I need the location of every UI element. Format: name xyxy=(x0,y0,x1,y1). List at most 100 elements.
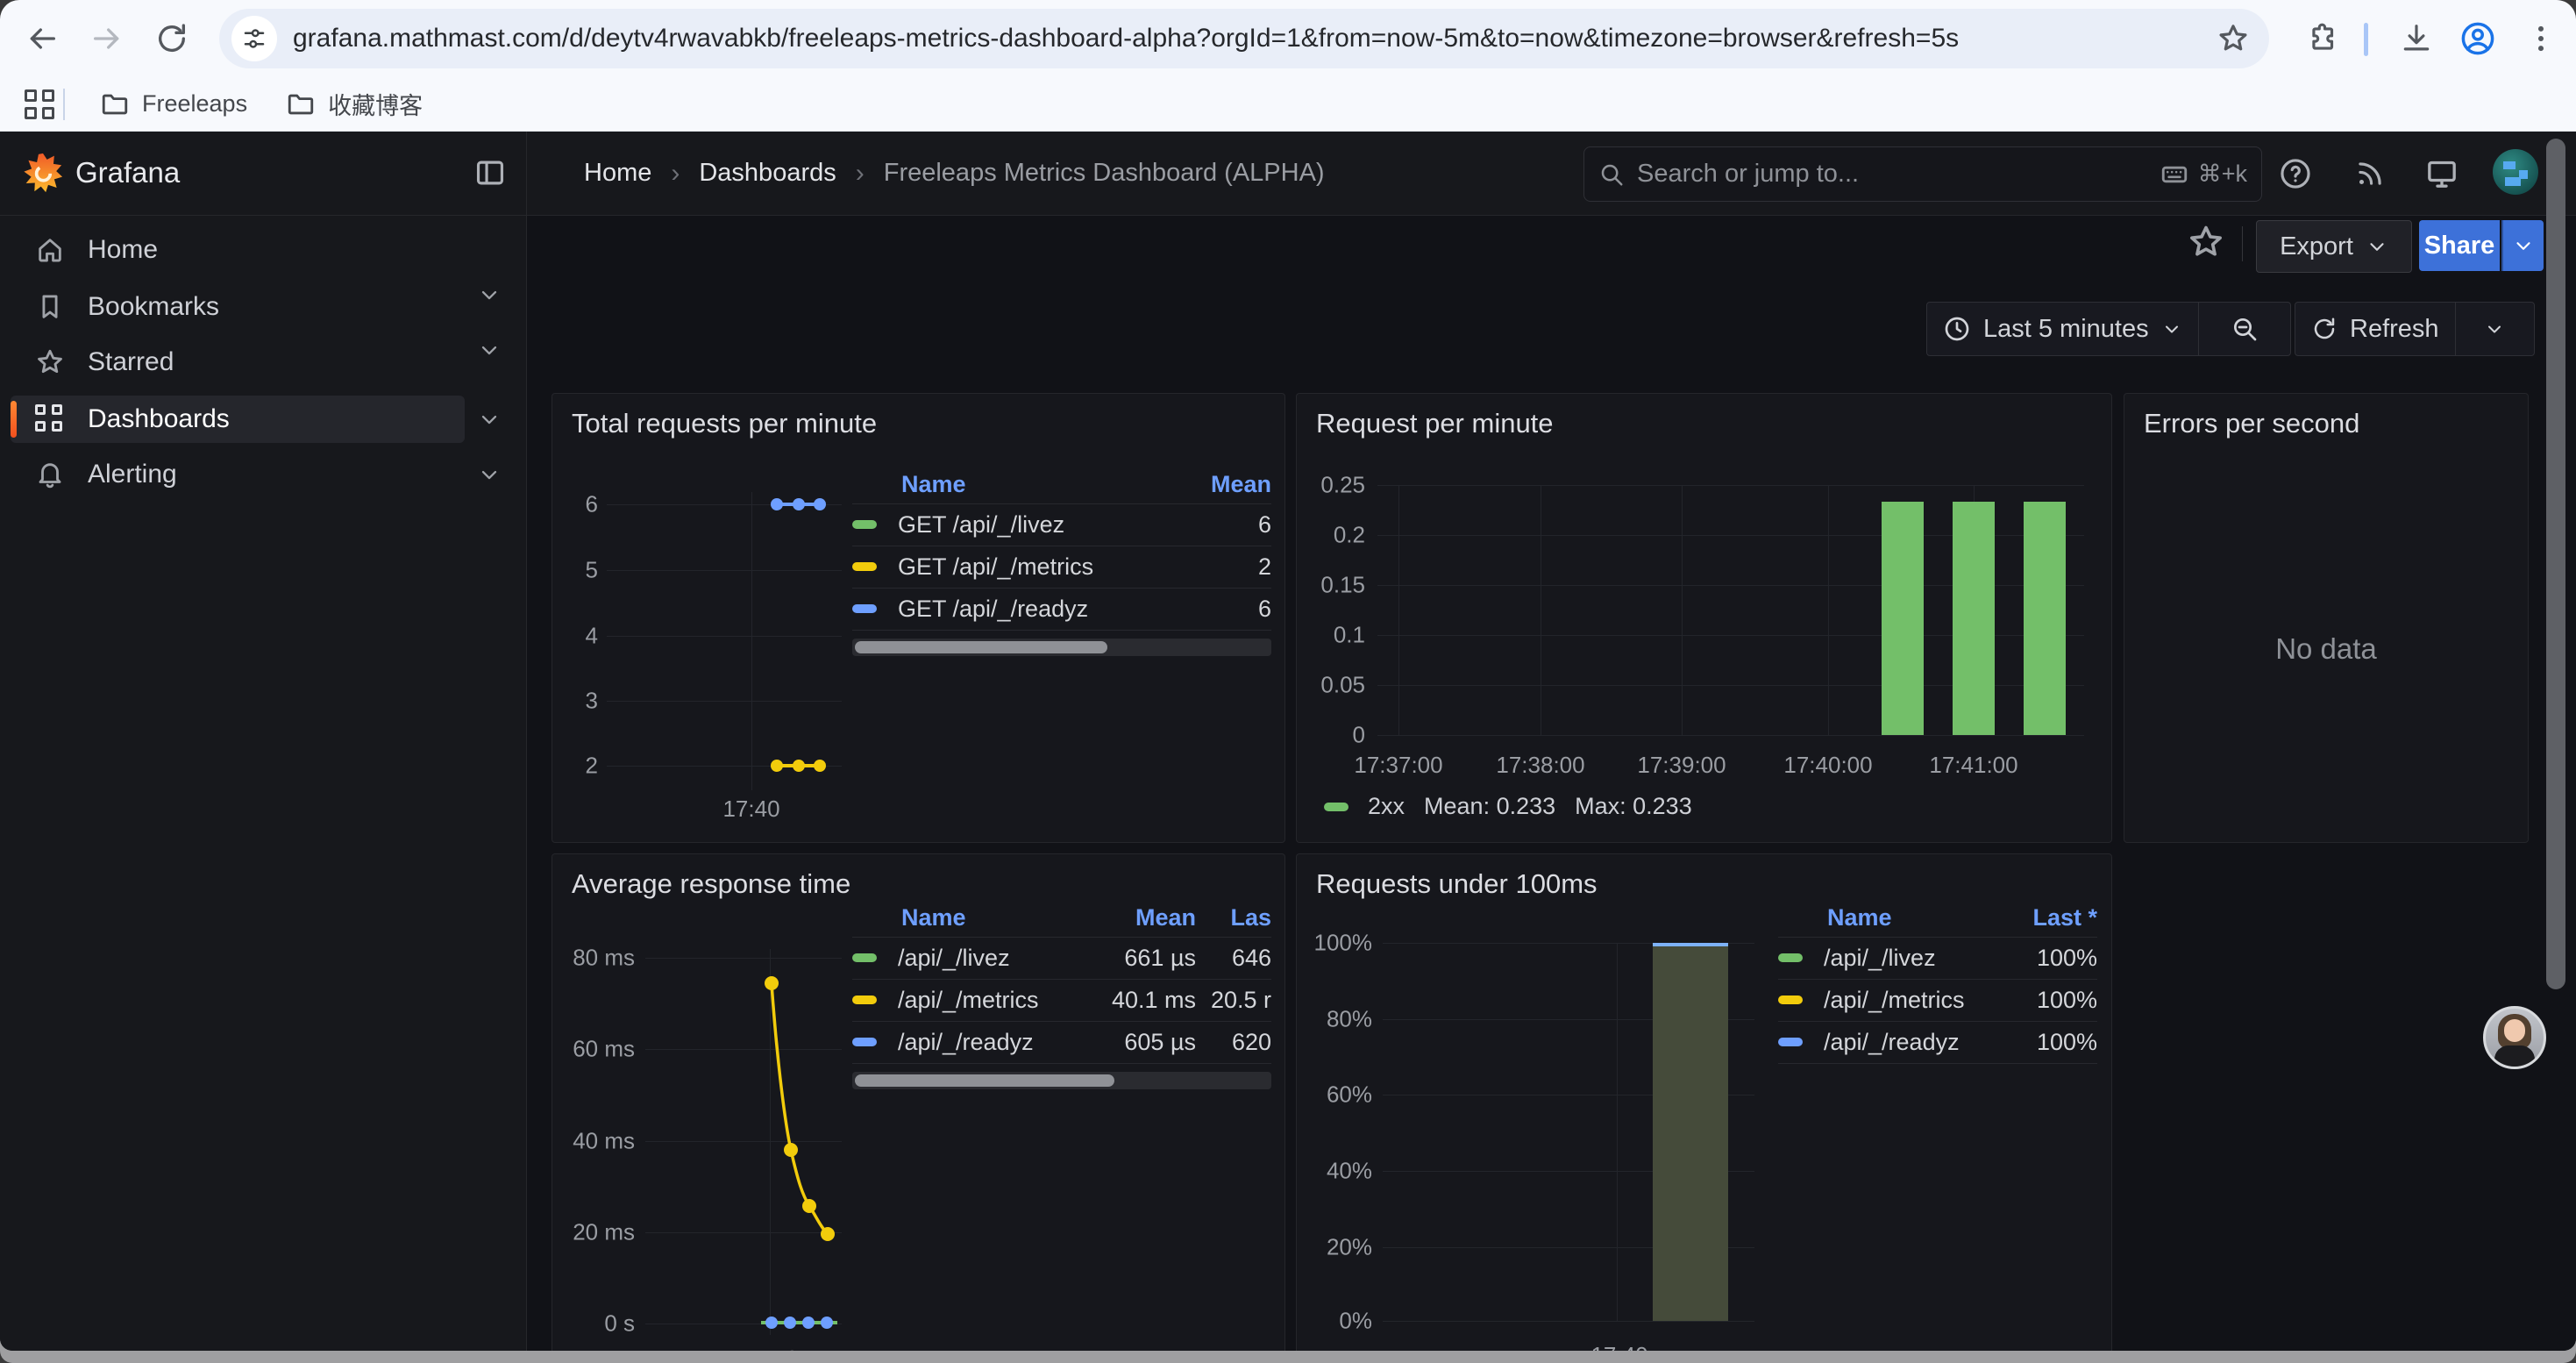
browser-chrome: grafana.mathmast.com/d/deytv4rwavabkb/fr… xyxy=(0,0,2576,132)
breadcrumb: Home › Dashboards › Freeleaps Metrics Da… xyxy=(584,132,1325,215)
search-input[interactable]: Search or jump to... ⌘+k xyxy=(1583,146,2262,202)
breadcrumb-separator: › xyxy=(855,158,865,188)
y-tick: 0 xyxy=(1352,721,1365,748)
legend-row[interactable]: /api/_/metrics 40.1 ms 20.5 r xyxy=(852,980,1271,1020)
chevron-down-icon[interactable] xyxy=(472,332,507,368)
user-avatar[interactable] xyxy=(2493,149,2538,195)
help-icon[interactable] xyxy=(2278,156,2313,191)
legend-mean: Mean: 0.233 xyxy=(1424,793,1556,819)
x-tick: 17:41:00 xyxy=(1929,752,2018,778)
chevron-down-icon xyxy=(2370,243,2384,251)
legend-col-mean[interactable]: Mean xyxy=(1210,470,1271,497)
panel-request-per-minute[interactable]: Request per minute 0.25 0.2 0.15 0.1 0.0… xyxy=(1296,393,2112,843)
share-menu-button[interactable] xyxy=(2501,220,2544,271)
legend-row[interactable]: GET /api/_/readyz 6 xyxy=(852,589,1271,629)
assistant-avatar[interactable] xyxy=(2483,1006,2546,1069)
sidebar-item-bookmarks[interactable]: Bookmarks xyxy=(11,283,465,331)
panel-total-requests[interactable]: Total requests per minute 6 5 4 3 2 17:4… xyxy=(551,393,1285,843)
sidebar-item-starred[interactable]: Starred xyxy=(11,339,465,386)
legend-row[interactable]: /api/_/livez 100% xyxy=(1778,938,2097,978)
browser-menu-icon[interactable] xyxy=(2515,12,2567,65)
panel-title[interactable]: Errors per second xyxy=(2144,408,2360,439)
apps-grid-icon[interactable] xyxy=(25,89,54,119)
chevron-down-icon[interactable] xyxy=(472,277,507,312)
url-text[interactable]: grafana.mathmast.com/d/deytv4rwavabkb/fr… xyxy=(293,24,1960,53)
zoom-out-button[interactable] xyxy=(2199,303,2290,355)
share-button[interactable]: Share xyxy=(2419,220,2500,271)
y-tick: 0.05 xyxy=(1320,671,1365,698)
legend-col-last[interactable]: Last * xyxy=(2032,903,2097,931)
x-tick: 17:40 xyxy=(722,796,780,822)
back-button[interactable] xyxy=(16,12,68,65)
group-divider xyxy=(2454,303,2456,355)
y-tick: 0.1 xyxy=(1333,621,1365,648)
search-placeholder: Search or jump to... xyxy=(1637,160,1860,188)
profile-icon[interactable] xyxy=(2451,12,2504,65)
chevron-down-icon xyxy=(2516,242,2530,250)
legend-scrollbar[interactable] xyxy=(852,639,1271,656)
grafana-logo[interactable] xyxy=(23,153,63,197)
legend-col-last[interactable]: Las xyxy=(1230,903,1271,931)
metrics-response-line xyxy=(761,976,837,1329)
zoom-out-icon xyxy=(2233,318,2257,341)
legend-col-name[interactable]: Name xyxy=(1827,903,1892,931)
x-tick: 17:38:00 xyxy=(1496,752,1585,778)
panel-avg-response-time[interactable]: Average response time 80 ms 60 ms 40 ms … xyxy=(551,853,1285,1351)
bookmark-folder-blogs[interactable]: 收藏博客 xyxy=(270,80,438,128)
reload-button[interactable] xyxy=(146,12,198,65)
y-tick: 0.15 xyxy=(1320,571,1365,598)
chevron-down-icon xyxy=(2165,325,2178,333)
bookmark-label: 收藏博客 xyxy=(328,93,423,119)
panel-title[interactable]: Total requests per minute xyxy=(572,408,878,439)
panel-title[interactable]: Request per minute xyxy=(1316,408,1554,439)
tab-group-indicator xyxy=(2364,23,2368,56)
refresh-button[interactable]: Refresh xyxy=(2295,315,2455,344)
breadcrumb-dashboards[interactable]: Dashboards xyxy=(699,159,836,187)
dock-menu-icon[interactable] xyxy=(473,156,507,189)
legend-row[interactable]: /api/_/livez 661 µs 646 xyxy=(852,938,1271,978)
export-button[interactable]: Export xyxy=(2256,220,2412,273)
time-range-picker[interactable]: Last 5 minutes xyxy=(1927,315,2198,344)
y-tick: 80 ms xyxy=(573,944,635,971)
url-bar[interactable]: grafana.mathmast.com/d/deytv4rwavabkb/fr… xyxy=(219,9,2269,68)
sidebar-item-dashboards[interactable]: Dashboards xyxy=(11,396,465,443)
site-info-icon[interactable] xyxy=(231,16,277,61)
series-color-pill xyxy=(852,995,877,1004)
sidebar-item-label: Home xyxy=(88,235,159,264)
group-divider xyxy=(2197,303,2199,355)
series-color-pill xyxy=(852,562,877,571)
refresh-icon xyxy=(2314,318,2335,339)
sidebar-item-alerting[interactable]: Alerting xyxy=(11,451,465,498)
legend-scrollbar[interactable] xyxy=(852,1072,1271,1089)
bookmark-folder-freeleaps[interactable]: Freeleaps xyxy=(84,82,263,126)
chevron-down-icon[interactable] xyxy=(472,402,507,437)
legend-row[interactable]: GET /api/_/livez 6 xyxy=(852,504,1271,545)
panel-title[interactable]: Requests under 100ms xyxy=(1316,868,1598,899)
extensions-icon[interactable] xyxy=(2297,12,2350,65)
legend-series-name[interactable]: 2xx xyxy=(1368,793,1405,819)
panel-requests-under-100ms[interactable]: Requests under 100ms 100% 80% 60% 40% 20… xyxy=(1296,853,2112,1351)
legend-col-mean[interactable]: Mean xyxy=(1135,903,1196,931)
kiosk-monitor-icon[interactable] xyxy=(2424,156,2459,191)
legend-row[interactable]: GET /api/_/metrics 2 xyxy=(852,546,1271,587)
legend-col-name[interactable]: Name xyxy=(901,470,966,497)
legend-row[interactable]: /api/_/metrics 100% xyxy=(1778,980,2097,1020)
news-rss-icon[interactable] xyxy=(2352,156,2387,191)
bookmark-star-icon[interactable] xyxy=(2217,22,2250,55)
legend-row[interactable]: /api/_/readyz 100% xyxy=(1778,1022,2097,1062)
y-tick: 6 xyxy=(585,490,598,517)
refresh-interval-button[interactable] xyxy=(2456,303,2534,355)
clock-icon xyxy=(1945,317,1969,341)
chevron-down-icon[interactable] xyxy=(472,457,507,492)
forward-button[interactable] xyxy=(81,12,133,65)
panel-title[interactable]: Average response time xyxy=(572,868,851,899)
page-scrollbar[interactable] xyxy=(2546,139,2565,989)
panel-errors-per-second[interactable]: Errors per second No data xyxy=(2124,393,2529,843)
legend-row[interactable]: /api/_/readyz 605 µs 620 xyxy=(852,1022,1271,1062)
breadcrumb-current: Freeleaps Metrics Dashboard (ALPHA) xyxy=(883,159,1325,187)
breadcrumb-home[interactable]: Home xyxy=(584,159,652,187)
sidebar-item-home[interactable]: Home xyxy=(11,226,465,274)
downloads-icon[interactable] xyxy=(2390,12,2443,65)
favorite-star-icon[interactable] xyxy=(2187,223,2225,261)
legend-col-name[interactable]: Name xyxy=(901,903,966,931)
